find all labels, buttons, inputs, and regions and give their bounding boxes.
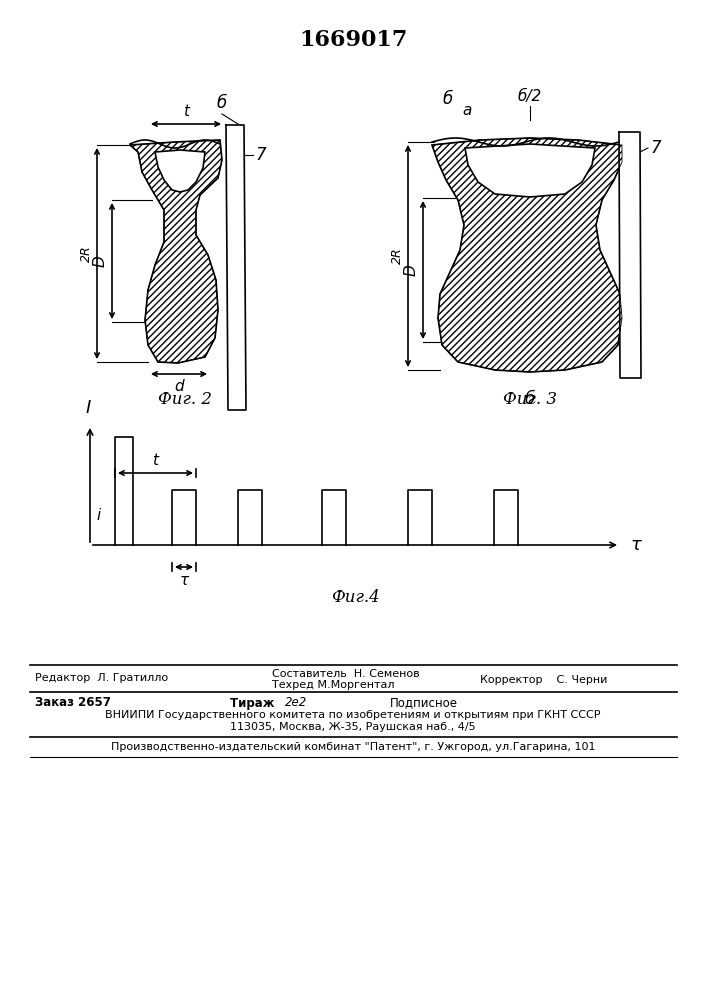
Text: Редактор  Л. Гратилло: Редактор Л. Гратилло xyxy=(35,673,168,683)
Polygon shape xyxy=(432,138,622,372)
Text: Корректор    С. Черни: Корректор С. Черни xyxy=(480,675,607,685)
Polygon shape xyxy=(465,144,595,197)
Text: Составитель  Н. Семенов: Составитель Н. Семенов xyxy=(272,669,420,679)
Polygon shape xyxy=(130,140,222,363)
Text: t: t xyxy=(183,104,189,119)
Text: Тираж: Тираж xyxy=(230,696,283,710)
Text: I: I xyxy=(86,399,90,417)
Text: 7: 7 xyxy=(255,146,266,164)
Text: τ: τ xyxy=(630,536,641,554)
Text: Фиг. 2: Фиг. 2 xyxy=(158,391,212,408)
Text: Подписное: Подписное xyxy=(390,696,458,710)
Text: t: t xyxy=(153,453,158,468)
Text: 113035, Москва, Ж-35, Раушская наб., 4/5: 113035, Москва, Ж-35, Раушская наб., 4/5 xyxy=(230,722,476,732)
Text: Фиг. 3: Фиг. 3 xyxy=(503,391,557,408)
Text: б: б xyxy=(525,390,535,408)
Text: 2R: 2R xyxy=(391,248,404,264)
Text: i: i xyxy=(96,508,100,522)
Polygon shape xyxy=(226,125,246,410)
Text: Фиг.4: Фиг.4 xyxy=(331,588,380,605)
Text: б/2: б/2 xyxy=(518,89,542,104)
Text: d: d xyxy=(174,379,184,394)
Text: б: б xyxy=(217,94,227,112)
Text: Производственно-издательский комбинат "Патент", г. Ужгород, ул.Гагарина, 101: Производственно-издательский комбинат "П… xyxy=(111,742,595,752)
Text: 7: 7 xyxy=(650,139,660,157)
Text: Заказ 2657: Заказ 2657 xyxy=(35,696,111,710)
Text: ВНИИПИ Государственного комитета по изобретениям и открытиям при ГКНТ СССР: ВНИИПИ Государственного комитета по изоб… xyxy=(105,710,601,720)
Text: б: б xyxy=(443,90,453,108)
Text: а: а xyxy=(462,103,472,118)
Text: τ: τ xyxy=(180,573,189,588)
Text: D: D xyxy=(404,264,419,276)
Text: 2е2: 2е2 xyxy=(285,696,308,710)
Text: Техред М.Моргентал: Техред М.Моргентал xyxy=(272,680,395,690)
Polygon shape xyxy=(619,132,641,378)
Polygon shape xyxy=(155,150,205,192)
Text: 2R: 2R xyxy=(80,246,93,262)
Text: 1669017: 1669017 xyxy=(299,29,407,51)
Text: D: D xyxy=(93,255,108,267)
